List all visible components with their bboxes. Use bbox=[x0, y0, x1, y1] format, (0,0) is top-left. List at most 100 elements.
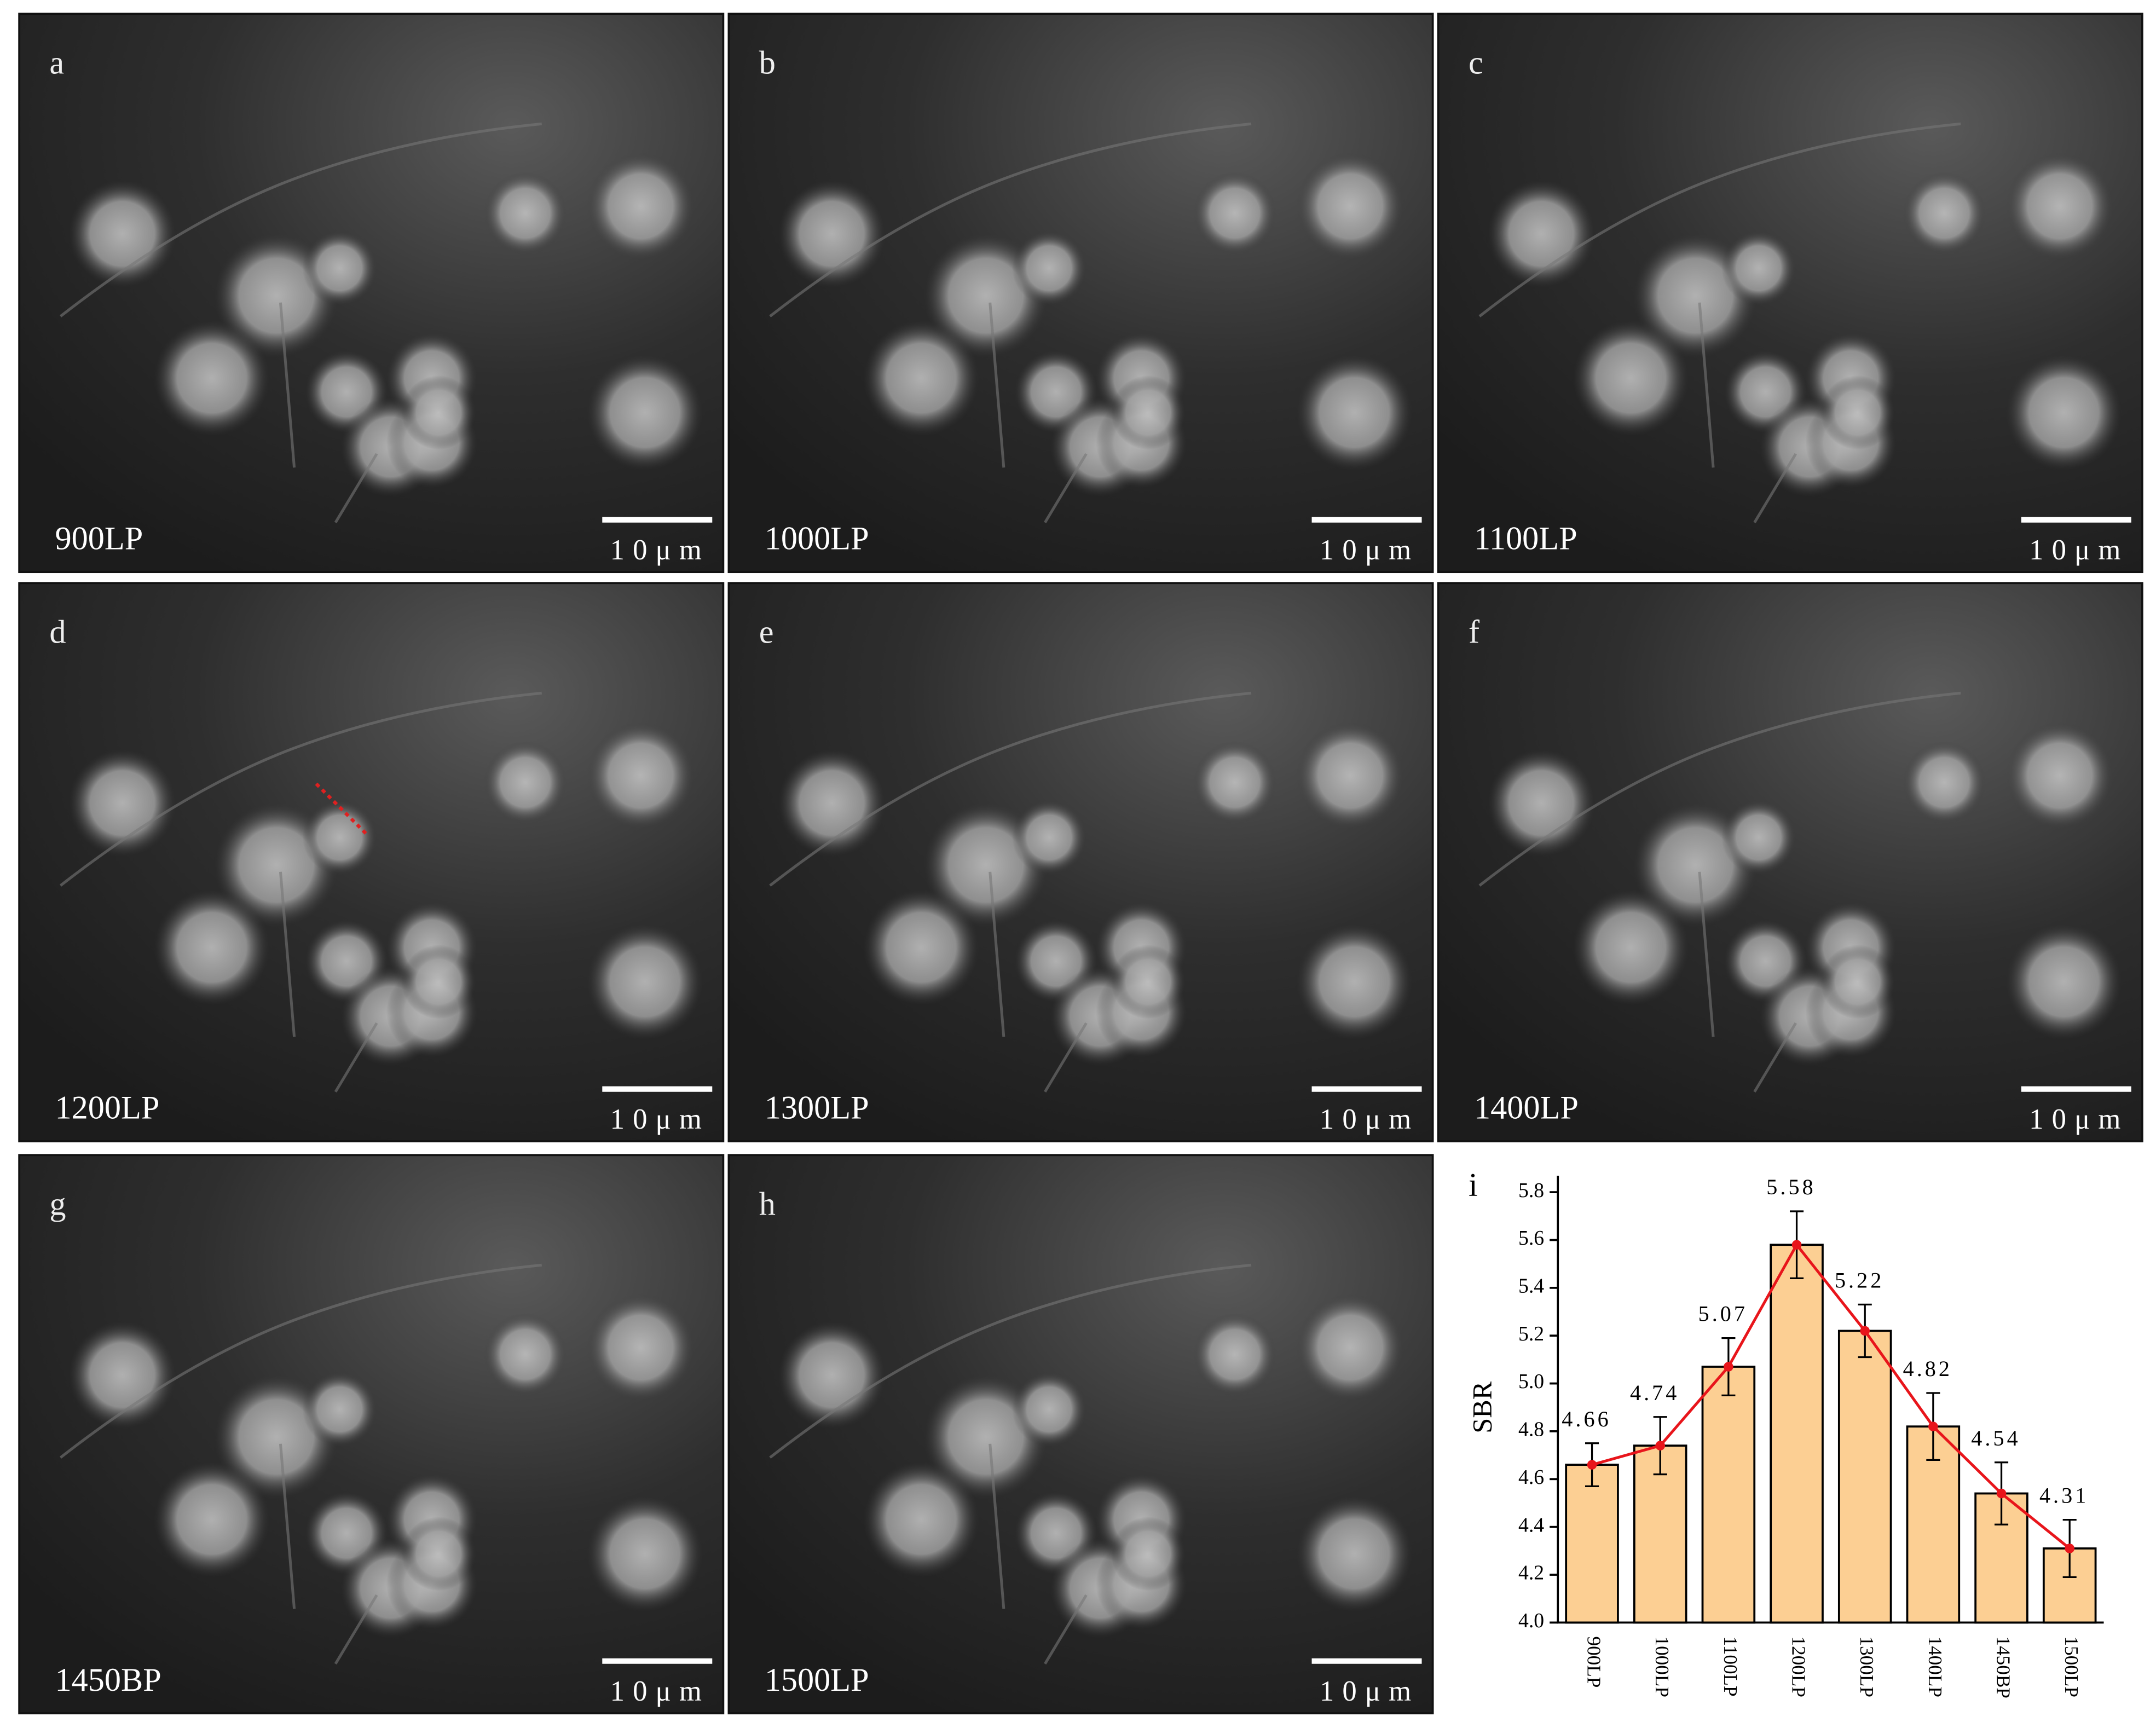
point bbox=[1860, 1326, 1870, 1336]
x-tick-label: 1500LP bbox=[2061, 1637, 2082, 1697]
image-panels: a 900LP 10μm b 1000LP 10μm c 1100LP 10μm d 1200LP 1… bbox=[18, 13, 2143, 1715]
x-tick-label: 1400LP bbox=[1924, 1637, 1946, 1697]
cell bbox=[1721, 800, 1796, 875]
value-label: 4.31 bbox=[2039, 1483, 2089, 1508]
cell bbox=[154, 889, 270, 1005]
cell bbox=[1820, 944, 1895, 1019]
scale-label: 10μm bbox=[2029, 534, 2129, 566]
profile-line bbox=[315, 782, 370, 837]
x-tick-label: 1300LP bbox=[1856, 1637, 1877, 1697]
cell bbox=[1193, 1313, 1276, 1396]
bar bbox=[1770, 1244, 1824, 1624]
cell bbox=[1903, 741, 1986, 824]
x-tick-label: 1000LP bbox=[1651, 1637, 1673, 1697]
cell bbox=[1296, 1294, 1404, 1401]
point bbox=[1587, 1460, 1597, 1470]
cell bbox=[1296, 355, 1412, 471]
filter-label: 1200LP bbox=[55, 1090, 159, 1126]
neurite bbox=[59, 1263, 542, 1665]
cell bbox=[863, 320, 979, 436]
cell bbox=[401, 375, 476, 450]
filter-label: 1450BP bbox=[55, 1662, 161, 1698]
cell bbox=[401, 1516, 476, 1591]
cell bbox=[587, 721, 695, 829]
cell bbox=[1011, 231, 1086, 305]
panel-letter: e bbox=[759, 614, 774, 651]
scale-label: 10μm bbox=[610, 1675, 710, 1707]
y-tick-label: 4.4 bbox=[1518, 1513, 1544, 1536]
image-background bbox=[727, 1154, 1434, 1715]
bar bbox=[1837, 1330, 1892, 1624]
x-tick-label: 1200LP bbox=[1788, 1637, 1809, 1697]
cell bbox=[1573, 320, 1689, 436]
filter-label: 900LP bbox=[55, 521, 143, 557]
neurite bbox=[59, 691, 542, 1093]
point bbox=[1724, 1362, 1733, 1372]
cell bbox=[587, 355, 703, 471]
value-label: 4.54 bbox=[1971, 1426, 2020, 1450]
image-panel: b 1000LP 10μm bbox=[727, 13, 1434, 574]
y-tick-label: 4.0 bbox=[1518, 1609, 1544, 1632]
image-panel: f 1400LP 10μm bbox=[1437, 582, 2143, 1143]
cell bbox=[1011, 800, 1086, 875]
cell bbox=[484, 741, 567, 824]
point bbox=[1996, 1488, 2007, 1499]
neurite bbox=[769, 691, 1252, 1093]
scale-label: 10μm bbox=[2029, 1103, 2129, 1135]
cell bbox=[484, 172, 567, 255]
neurite bbox=[1478, 691, 1961, 1093]
value-label: 4.74 bbox=[1630, 1380, 1679, 1405]
cell bbox=[302, 231, 377, 305]
cell bbox=[154, 1461, 270, 1577]
scale-label: 10μm bbox=[610, 534, 710, 566]
cell bbox=[1820, 375, 1895, 450]
cell bbox=[484, 1313, 567, 1396]
bar bbox=[1701, 1366, 1756, 1624]
cell bbox=[1296, 924, 1412, 1040]
cell bbox=[302, 800, 377, 875]
cell bbox=[1011, 1372, 1086, 1447]
panel-letter: b bbox=[759, 45, 776, 82]
cell bbox=[1111, 944, 1186, 1019]
x-tick-label: 1100LP bbox=[1720, 1637, 1741, 1697]
filter-label: 1500LP bbox=[765, 1662, 869, 1698]
panel-letter: i bbox=[1469, 1166, 1478, 1203]
cell bbox=[1193, 741, 1276, 824]
point bbox=[1655, 1441, 1666, 1450]
cell bbox=[68, 180, 176, 288]
scale-label: 10μm bbox=[1320, 1103, 1419, 1135]
neurite bbox=[769, 1263, 1252, 1665]
image-panel: h 1500LP 10μm bbox=[727, 1154, 1434, 1715]
cell bbox=[587, 1294, 695, 1401]
cell bbox=[1296, 721, 1404, 829]
x-tick-label: 900LP bbox=[1583, 1637, 1604, 1688]
scale-label: 10μm bbox=[1320, 1675, 1419, 1707]
panel-letter: g bbox=[49, 1186, 66, 1223]
axis-frame bbox=[1557, 1175, 2104, 1624]
cell bbox=[863, 1461, 979, 1577]
cell bbox=[1193, 172, 1276, 255]
trend-line bbox=[1591, 1242, 2071, 1550]
cell bbox=[1296, 1496, 1412, 1612]
cell bbox=[401, 944, 476, 1019]
y-tick-label: 5.6 bbox=[1518, 1227, 1544, 1250]
cell bbox=[587, 152, 695, 260]
point bbox=[2065, 1544, 2074, 1553]
panel-letter: f bbox=[1469, 614, 1480, 651]
y-tick-label: 4.2 bbox=[1518, 1562, 1544, 1585]
cell bbox=[1111, 1516, 1186, 1591]
scale-label: 10μm bbox=[1320, 534, 1419, 566]
value-label: 5.22 bbox=[1835, 1268, 1884, 1292]
bar-chart: i SBR 4.0 4.2 4.4 4.6 4.8 5.0 5.2 5.4 5.6 5.8 4.66 90… bbox=[1467, 1166, 2104, 1698]
y-tick-label: 5.2 bbox=[1518, 1322, 1544, 1345]
cell bbox=[587, 1496, 703, 1612]
cell bbox=[154, 320, 270, 436]
neurite bbox=[769, 122, 1252, 524]
cell bbox=[2006, 152, 2114, 260]
image-panel: g 1450BP 10μm bbox=[18, 1154, 725, 1715]
cell bbox=[68, 749, 176, 857]
cell bbox=[1573, 889, 1689, 1005]
image-panel: a 900LP 10μm bbox=[18, 13, 725, 574]
x-tick-label: 1450BP bbox=[1992, 1637, 2014, 1698]
